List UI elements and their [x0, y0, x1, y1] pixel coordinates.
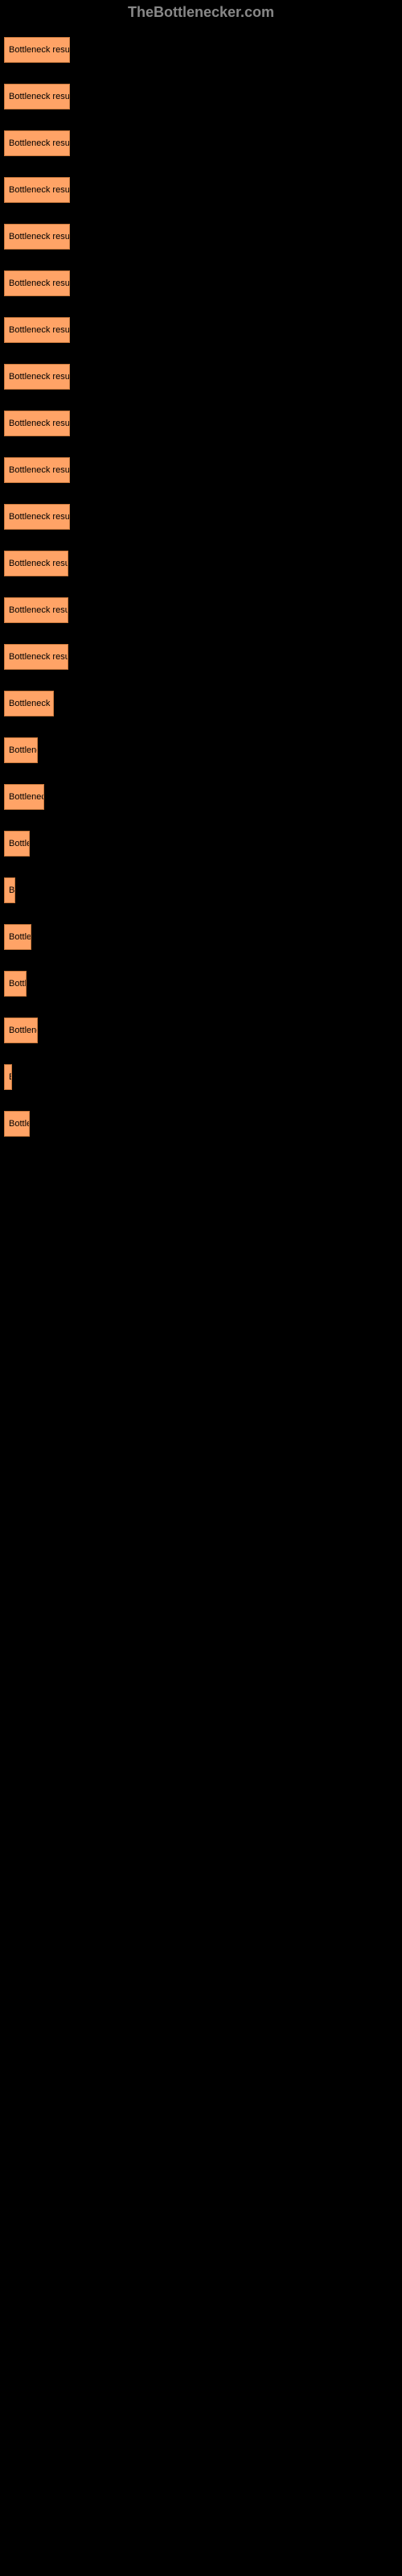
bar-row: Bo: [0, 873, 402, 920]
chart-container: Bottleneck result Bottleneck result Bottle…: [0, 25, 402, 1154]
bar-row: Bottler: [0, 920, 402, 967]
bar-row: Bottleneck result: [0, 453, 402, 500]
bar: Bottleneck result: [4, 644, 68, 670]
bar: Bottl: [4, 971, 27, 997]
bar-row: Bottleneck re: [0, 687, 402, 733]
bar-row: Bottle: [0, 1107, 402, 1154]
bar: Bottleneck result: [4, 504, 70, 530]
site-title: TheBottlenecker.com: [128, 4, 274, 20]
bar: Bottleneck result: [4, 84, 70, 109]
bar: Bottle: [4, 1111, 30, 1137]
bar: Bottlene: [4, 1018, 38, 1043]
bar: Bottleneck re: [4, 691, 54, 716]
site-header: TheBottlenecker.com: [0, 0, 402, 25]
bar-row: Bottleneck result: [0, 360, 402, 407]
bar-row: Bottleneck result: [0, 500, 402, 547]
bar: Bottle: [4, 831, 30, 857]
bar: Bottler: [4, 924, 31, 950]
bar: Bottlene: [4, 737, 38, 763]
bar-row: Bottleneck result: [0, 220, 402, 266]
bar-row: Bottleneck result: [0, 173, 402, 220]
bar: B: [4, 1064, 12, 1090]
bar: Bottleneck result: [4, 364, 70, 390]
bar: Bottleneck result: [4, 457, 70, 483]
bar: Bottleneck result: [4, 411, 70, 436]
bar-row: Bottlene: [0, 1013, 402, 1060]
bar: Bottleneck result: [4, 37, 70, 63]
bar: Bottleneck result: [4, 551, 68, 576]
bar-row: Bottleneck result: [0, 313, 402, 360]
bar-row: Bottleneck result: [0, 266, 402, 313]
bar: Bottleneck result: [4, 177, 70, 203]
bar-row: Bottleneck result: [0, 80, 402, 126]
bar: Bottleneck result: [4, 270, 70, 296]
bar-row: Bottleneck result: [0, 547, 402, 593]
bar: Bottleneck: [4, 784, 44, 810]
bar-row: Bottleneck result: [0, 126, 402, 173]
bar-row: Bottlene: [0, 733, 402, 780]
bar: Bottleneck result: [4, 597, 68, 623]
bar-row: Bottleneck result: [0, 593, 402, 640]
bar-row: Bottleneck result: [0, 407, 402, 453]
bar: Bottleneck result: [4, 317, 70, 343]
bar-row: Bottleneck result: [0, 640, 402, 687]
bar-row: Bottleneck: [0, 780, 402, 827]
bar-row: Bottleneck result: [0, 33, 402, 80]
bar: Bottleneck result: [4, 224, 70, 250]
bar-row: Bottle: [0, 827, 402, 873]
bar-row: Bottl: [0, 967, 402, 1013]
bar: Bottleneck result: [4, 130, 70, 156]
bar-row: B: [0, 1060, 402, 1107]
bar: Bo: [4, 877, 15, 903]
